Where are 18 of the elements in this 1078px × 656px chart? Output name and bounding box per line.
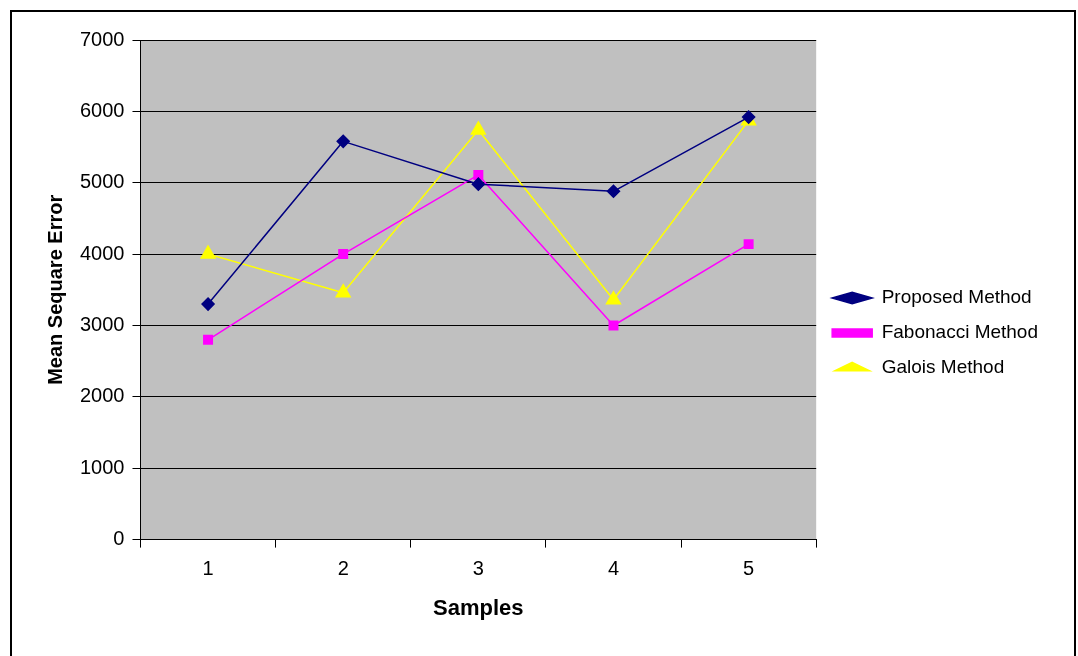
legend-label: Fabonacci Method — [881, 321, 1039, 343]
y-tick-label: 4000 — [79, 241, 125, 264]
y-tick-label: 3000 — [79, 313, 125, 335]
y-tick-label: 6000 — [79, 98, 125, 121]
legend-label: Galois Method — [881, 356, 1005, 378]
y-tick-label: 7000 — [79, 27, 125, 50]
y-tick-label: 1000 — [79, 455, 125, 478]
x-tick-label: 2 — [337, 557, 349, 580]
x-axis-title: Samples — [433, 594, 524, 620]
y-tick-label: 2000 — [79, 384, 125, 407]
y-tick-label: 5000 — [79, 170, 125, 193]
x-tick-label: 4 — [607, 557, 620, 580]
x-tick-label: 5 — [743, 557, 755, 580]
legend-label: Proposed Method — [881, 286, 1032, 308]
x-tick-label: 3 — [472, 557, 484, 580]
y-axis-title: Mean Sequare Error — [43, 194, 66, 385]
x-tick-label: 1 — [202, 557, 214, 580]
y-tick-label: 0 — [113, 527, 125, 550]
